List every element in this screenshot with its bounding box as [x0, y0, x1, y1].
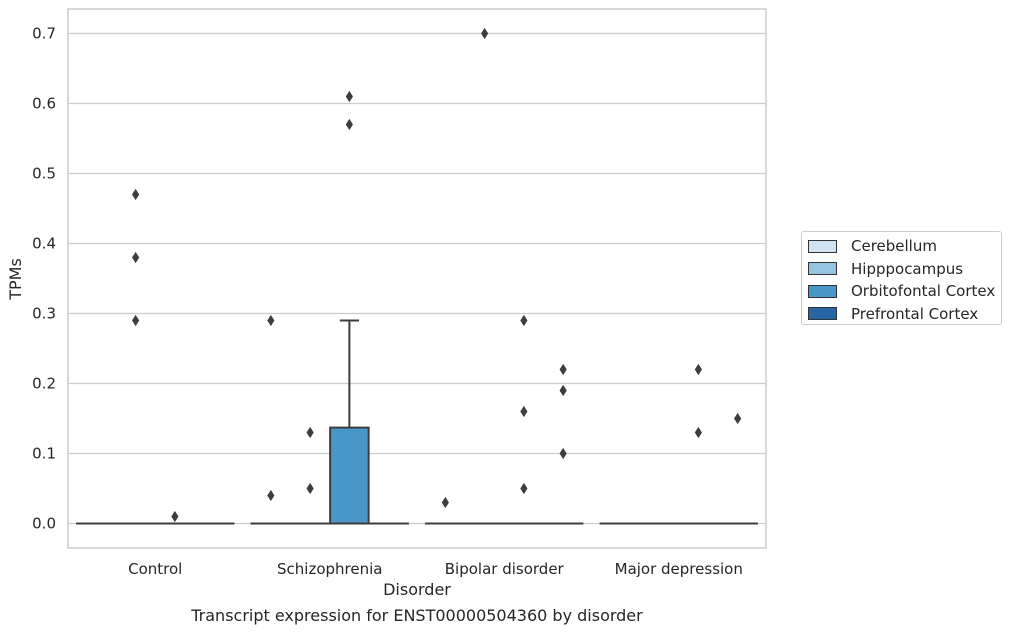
box-body: [329, 426, 370, 525]
y-tick-label: 0.0: [32, 515, 56, 533]
outlier-point: [306, 426, 314, 439]
y-tick-label: 0.1: [32, 445, 56, 463]
legend-swatch-cerebellum: [808, 239, 837, 253]
outlier-point: [267, 314, 275, 327]
box: [329, 319, 370, 525]
outlier-point: [559, 384, 567, 397]
x-axis-title: Disorder: [383, 580, 451, 599]
legend-label-prefrontal-cortex: Prefrontal Cortex: [851, 304, 979, 323]
legend-swatch-prefrontal-cortex: [808, 307, 837, 321]
outlier-point: [520, 314, 528, 327]
outlier-point: [132, 314, 140, 327]
y-tick-label: 0.3: [32, 305, 56, 323]
gridlines: [68, 32, 766, 525]
x-tick-label: Control: [128, 560, 182, 578]
outlier-point: [171, 510, 179, 523]
outlier-point: [441, 496, 449, 509]
y-axis-title: TPMs: [6, 258, 25, 301]
legend-swatch-hippocampus: [808, 262, 837, 276]
legend-item-cerebellum: Cerebellum: [808, 235, 1001, 258]
x-tick-label: Schizophrenia: [277, 560, 382, 578]
legend-item-prefrontal-cortex: Prefrontal Cortex: [808, 303, 1001, 326]
x-tick-label: Major depression: [615, 560, 743, 578]
y-tick-labels: 0.0 0.1 0.2 0.3 0.4 0.5 0.6 0.7: [32, 25, 56, 533]
x-tick-label: Bipolar disorder: [445, 560, 565, 578]
legend-label-hippocampus: Hipppocampus: [851, 259, 964, 278]
outlier-point: [694, 363, 702, 376]
outlier-point: [481, 27, 489, 40]
legend-label-orbitofrontal-cortex: Orbitofontal Cortex: [851, 282, 996, 301]
outlier-point: [734, 412, 742, 425]
y-tick-label: 0.7: [32, 25, 56, 43]
outliers: [132, 27, 742, 523]
legend-item-orbitofrontal-cortex: Orbitofontal Cortex: [808, 280, 1001, 303]
outlier-point: [132, 251, 140, 264]
outlier-point: [559, 447, 567, 460]
y-tick-label: 0.2: [32, 375, 56, 393]
outlier-point: [520, 405, 528, 418]
x-tick-labels: Control Schizophrenia Bipolar disorder Majo…: [128, 560, 743, 578]
y-tick-label: 0.4: [32, 235, 56, 253]
legend-item-hippocampus: Hipppocampus: [808, 258, 1001, 281]
outlier-point: [132, 188, 140, 201]
y-tick-label: 0.6: [32, 95, 56, 113]
plot-frame: [67, 8, 767, 549]
legend: Cerebellum Hipppocampus Orbitofontal Cor…: [801, 231, 1002, 325]
y-tick-label: 0.5: [32, 165, 56, 183]
outlier-point: [306, 482, 314, 495]
chart-caption: Transcript expression for ENST0000050436…: [191, 606, 643, 625]
outlier-point: [267, 489, 275, 502]
boxes: [76, 319, 758, 525]
outlier-point: [345, 90, 353, 103]
legend-label-cerebellum: Cerebellum: [851, 237, 937, 256]
legend-swatch-orbitofrontal-cortex: [808, 284, 837, 298]
outlier-point: [694, 426, 702, 439]
outlier-point: [559, 363, 567, 376]
outlier-point: [520, 482, 528, 495]
outlier-point: [345, 118, 353, 131]
